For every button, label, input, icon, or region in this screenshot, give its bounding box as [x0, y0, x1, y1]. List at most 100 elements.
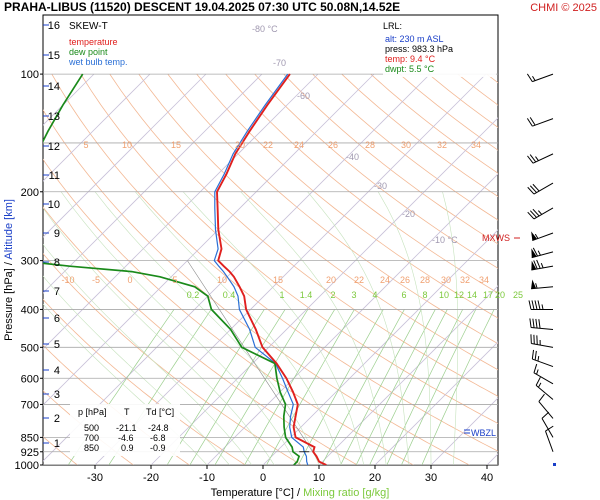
upper-theta-label: 10	[122, 140, 132, 150]
barb-staff	[545, 430, 554, 452]
isotherm-line	[206, 173, 498, 465]
barb-full	[532, 208, 540, 217]
dry-adiabat-label: 15	[273, 275, 283, 285]
upper-theta-label: 34	[471, 140, 481, 150]
barb-full	[534, 350, 537, 361]
barb-staff	[532, 73, 554, 83]
barb-full	[541, 411, 550, 419]
mixing-ratio-label: 2	[330, 290, 335, 300]
temperature-tick-label: 10	[313, 472, 325, 484]
barb-half	[536, 369, 539, 375]
table-row-850-t: 0.9	[121, 443, 134, 453]
altitude-tick-label: 4	[54, 365, 60, 377]
barb-full	[535, 318, 538, 329]
pressure-tick-label: 300	[21, 256, 39, 268]
isotherm-label: -20	[402, 209, 415, 219]
barb-staff	[531, 343, 554, 348]
dry-adiabat-label: 24	[380, 275, 390, 285]
credit-label: CHMI © 2025	[530, 2, 597, 14]
line-labels: -80 °C-70-60-40-30-20-10 °C-10 -5 0 5 10 15 20…	[61, 24, 523, 453]
temperature-tick-label: 40	[481, 472, 493, 484]
pressure-tick-label: 500	[21, 342, 39, 354]
wind-barb	[527, 182, 554, 195]
mixing-ratio-label: 12	[454, 290, 464, 300]
mixing-ratio-label: 1.4	[300, 290, 313, 300]
wind-barb	[531, 349, 554, 368]
barb-full	[532, 183, 540, 192]
barb-full	[533, 260, 538, 270]
pressure-tick-label: 100	[21, 69, 39, 81]
profile-lines	[43, 73, 327, 465]
x-axis-label-temp: Temperature [°C]	[211, 487, 294, 499]
wbzl-marker: WBZL	[464, 428, 496, 438]
y-axis-label-alt: Altitude [km]	[3, 199, 15, 260]
mixing-ratio-label: 3	[351, 290, 356, 300]
wind-barb	[538, 393, 554, 419]
isotherm-line	[94, 73, 487, 465]
altitude-tick-label: 1	[54, 438, 60, 450]
legend-item-temperature: temperature	[69, 37, 118, 47]
barb-full	[532, 318, 535, 328]
barb-full	[529, 210, 537, 218]
altitude-tick-label: 5	[54, 339, 60, 351]
dry-adiabat-line	[516, 74, 600, 465]
barb-full	[529, 185, 537, 193]
table-row-850-p: 850	[84, 443, 99, 453]
mixing-ratio-label: 25	[513, 290, 523, 300]
dry-adiabat-label: 26	[400, 275, 410, 285]
barb-full	[532, 247, 538, 257]
upper-theta-label: 15	[171, 140, 181, 150]
wind-barb	[531, 279, 554, 290]
barb-flag	[531, 231, 538, 241]
barb-full	[537, 300, 541, 310]
pressure-tick-label: 700	[21, 399, 39, 411]
dry-adiabat-label: 28	[420, 275, 430, 285]
barb-full	[534, 300, 538, 310]
barb-full	[531, 300, 535, 310]
barb-staff	[531, 327, 554, 330]
lrl-info-box: LRL: alt: 230 m ASL press: 983.3 hPa tem…	[383, 19, 496, 77]
table-row-500-td: -24.8	[148, 423, 169, 433]
barb-staff	[533, 372, 554, 385]
wind-barb	[528, 300, 553, 310]
dry-adiabat-line	[283, 73, 498, 245]
barb-full	[527, 155, 534, 164]
y-axis-label: Pressure [hPa] / Altitude [km]	[3, 199, 15, 341]
mixing-ratio-label: 4	[372, 290, 377, 300]
wind-barb	[531, 247, 554, 259]
dry-adiabat-line	[545, 74, 600, 465]
barb-half	[538, 382, 542, 388]
barb-full	[526, 73, 533, 82]
barb-full	[528, 300, 532, 310]
wind-barb	[527, 153, 554, 164]
dry-adiabat-label: -5	[92, 275, 100, 285]
dry-adiabat-line	[574, 74, 600, 465]
barb-full	[527, 186, 535, 195]
wind-barb	[533, 363, 554, 385]
dry-adiabat-line	[167, 73, 498, 345]
dry-adiabat-label: 0	[127, 275, 132, 285]
isotherm-line	[43, 73, 207, 238]
barb-full	[531, 349, 535, 360]
mixing-ratio-label: 6	[401, 290, 406, 300]
dry-adiabat-label: 30	[441, 275, 451, 285]
lrl-temp: temp: 9.4 °C	[385, 54, 436, 64]
barb-flag	[531, 260, 537, 270]
barb-staff	[532, 232, 554, 242]
y-axis-label-press: Pressure [hPa]	[3, 268, 15, 341]
table-header-td: Td [°C]	[146, 407, 174, 417]
legend-title: SKEW-T	[69, 21, 108, 32]
barb-staff	[532, 358, 554, 368]
isotherm-line	[43, 73, 263, 294]
altitude-tick-label: 11	[49, 170, 60, 182]
altitude-tick-label: 9	[54, 228, 60, 240]
pressure-tick-label: 925	[21, 447, 39, 459]
wind-barb	[526, 117, 554, 127]
legend-item-wet-bulb: wet bulb temp.	[68, 57, 128, 67]
pressure-tick-label: 850	[21, 432, 39, 444]
barb-half	[534, 233, 539, 239]
dry-adiabat-label: 10	[217, 275, 227, 285]
wind-barb	[529, 318, 554, 330]
legend: SKEW-T temperature dew point wet bulb te…	[66, 17, 140, 67]
